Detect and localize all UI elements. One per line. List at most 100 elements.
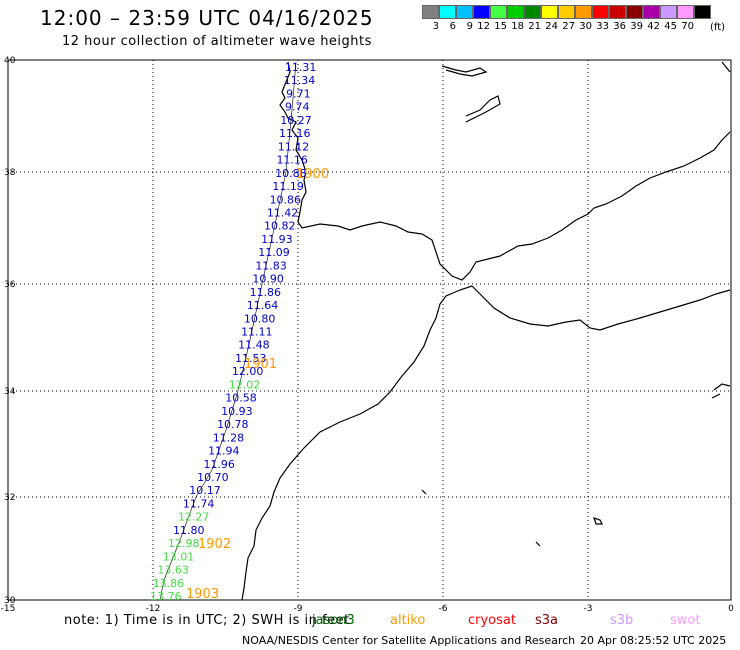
color-scale-swatch [660,5,677,19]
color-scale-swatch [677,5,694,19]
wave-height-value: 9.74 [285,101,310,114]
pass-time-label: 1903 [186,587,219,602]
mission-label: altiko [390,613,426,628]
wave-height-value: 9.71 [286,87,311,100]
pass-time-label: 1901 [244,357,277,372]
map-title: 12:00 – 23:59 UTC 04/16/2025 [40,6,374,30]
latitude-label: 40 [4,56,16,66]
mission-label: s3b [610,613,634,628]
wave-height-values: 11.3111.349.719.7410.2711.1611.1211.1610… [150,61,316,603]
wave-height-value: 10.88 [275,167,307,180]
color-scale-swatch [575,5,592,19]
color-scale-label: 12 [477,21,490,32]
color-scale-swatch [524,5,541,19]
color-scale-swatch [609,5,626,19]
map-subtitle: 12 hour collection of altimeter wave hei… [62,34,372,49]
wave-height-value: 11.16 [279,127,311,140]
latitude-labels: 40 38 36 34 32 30 [4,56,16,606]
mission-label: swot [670,613,701,628]
color-scale-label: 18 [511,21,524,32]
footer-source: NOAA/NESDIS Center for Satellite Applica… [242,634,576,647]
wave-height-value: 12.02 [229,378,261,391]
wave-height-value: 11.64 [247,299,279,312]
mission-label: s3a [535,613,559,628]
color-scale-label: 70 [681,21,694,32]
pass-time-label: 1902 [198,537,231,552]
wave-height-value: 11.11 [241,326,273,339]
wave-height-value: 11.53 [235,352,267,365]
wave-height-value: 10.80 [244,312,276,325]
wave-height-value: 10.17 [189,484,221,497]
wave-height-value: 11.94 [208,445,240,458]
wave-height-value: 11.09 [258,246,290,259]
color-scale-swatch [558,5,575,19]
latitude-label: 38 [4,168,16,178]
footer-note: note: 1) Time is in UTC; 2) SWH is in fe… [64,613,350,628]
color-scale-label: 3 [432,21,439,32]
color-scale-label: 6 [449,21,456,32]
color-scale-swatch [422,5,439,19]
longitude-label: 0 [728,604,734,614]
color-scale-swatch [473,5,490,19]
wave-height-value: 13.63 [157,564,189,577]
wave-height-value: 10.93 [221,405,253,418]
color-scale-labels: 3 6 9 12 15 18 21 24 27 30 33 36 39 42 45 70 [422,21,711,32]
wave-height-value: 10.58 [225,392,257,405]
wave-height-value: 10.82 [264,220,296,233]
wave-height-value: 12.98 [168,537,200,550]
graticule [8,60,731,600]
color-scale-swatch [592,5,609,19]
color-scale-swatch [490,5,507,19]
longitude-label: -12 [146,604,161,614]
color-scale-label: 24 [545,21,558,32]
coastline [241,61,731,601]
wave-height-value: 11.19 [272,180,304,193]
color-scale-label: 21 [528,21,541,32]
latitude-label: 34 [4,387,16,397]
latitude-label: 36 [4,280,16,290]
wave-height-value: 11.96 [203,458,235,471]
wave-height-value: 11.80 [173,524,205,537]
latitude-label: 32 [4,493,15,503]
color-scale-label: 45 [664,21,677,32]
wave-height-value: 11.42 [267,206,299,219]
color-scale-label: 33 [596,21,609,32]
wave-height-value: 13.76 [150,590,182,603]
color-scale-swatch [439,5,456,19]
latitude-label: 30 [4,596,16,606]
mission-label: cryosat [468,613,516,628]
wave-height-value: 10.27 [280,114,312,127]
color-scale-swatch [626,5,643,19]
wave-height-value: 11.16 [276,154,308,167]
wave-height-value: 11.31 [285,61,317,74]
color-scale-label: 9 [466,21,473,32]
wave-height-value: 10.90 [252,273,284,286]
color-scale-unit: (ft) [710,22,726,33]
satellite-track [159,61,297,601]
map-frame [7,59,732,601]
color-scale-label: 42 [647,21,660,32]
wave-height-value: 11.12 [278,140,310,153]
color-scale-swatch [456,5,473,19]
pass-time-label: 1900 [296,167,329,182]
color-scale-swatch [541,5,558,19]
longitude-label: -6 [439,604,448,614]
color-scale-boxes [422,5,711,19]
mission-label: jason3 [312,613,355,628]
wave-height-value: 13.86 [153,577,185,590]
longitude-label: -9 [294,604,303,614]
wave-height-value: 11.83 [255,259,287,272]
wave-height-value: 10.70 [197,471,229,484]
wave-height-value: 10.78 [217,418,249,431]
longitude-label: -15 [1,604,16,614]
wave-height-value: 11.86 [250,286,282,299]
color-scale-label: 39 [630,21,643,32]
wave-height-value: 12.00 [232,365,264,378]
color-scale-label: 30 [579,21,592,32]
color-scale-swatch [694,5,711,19]
color-scale-label: 36 [613,21,626,32]
wave-height-value: 13.01 [163,550,195,563]
longitude-labels: -15 -12 -9 -6 -3 0 [1,604,734,614]
wave-height-value: 11.74 [183,497,215,510]
